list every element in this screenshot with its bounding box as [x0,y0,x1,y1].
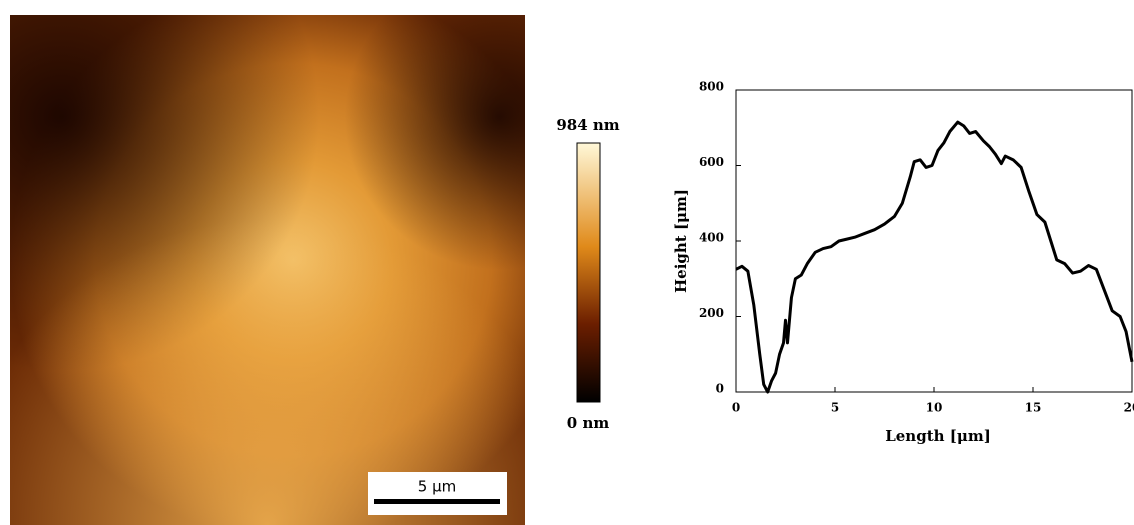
x-tick-label: 5 [831,401,839,415]
y-tick-label: 200 [699,306,724,320]
x-tick-label: 20 [1124,401,1134,415]
scale-bar-box [368,472,507,515]
y-tick-label: 400 [699,231,724,245]
y-tick-label: 600 [699,155,724,169]
afm-image: 5 μm [10,15,525,525]
scale-bar-label: 5 μm [418,478,456,496]
colorbar: 984 nm 0 nm [556,116,619,432]
x-axis-label: Length [μm] [885,427,991,445]
plot-frame [735,89,1133,393]
line-series [735,120,1134,394]
x-tick-label: 10 [926,401,943,415]
y-tick-label: 800 [699,80,724,94]
x-tick-label: 0 [732,401,740,415]
colorbar-min: 0 nm [567,414,610,432]
line-chart: Length [μm] Height [μm] 0 200 400 600 800 0 5 1… [672,80,1134,446]
y-axis-label: Height [μm] [672,189,690,293]
y-tick-label: 0 [716,382,724,396]
scale-bar [374,499,500,504]
colorbar-max: 984 nm [556,116,619,134]
x-tick-label: 15 [1025,401,1042,415]
